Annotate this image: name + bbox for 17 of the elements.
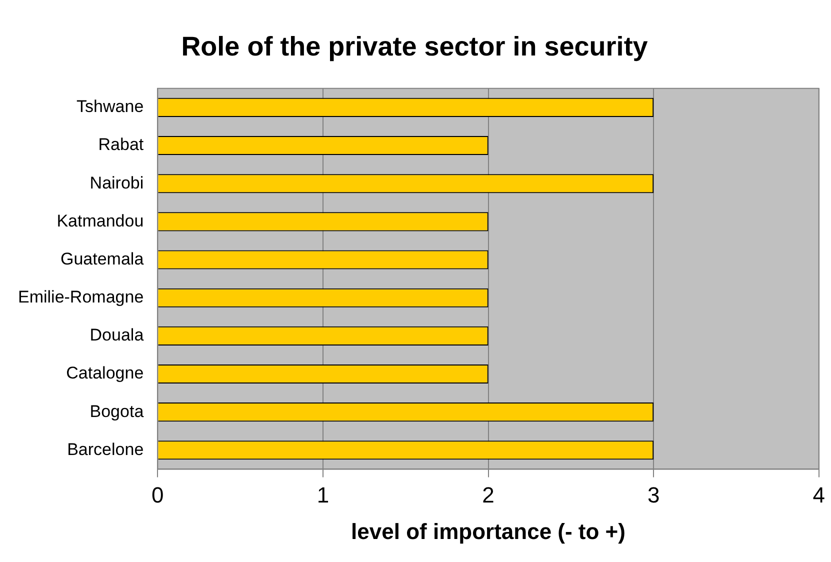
y-tick-label: Katmandou [56, 211, 144, 230]
x-tick-label: 1 [316, 482, 330, 508]
y-tick-label: Barcelone [67, 440, 144, 459]
y-tick-label: Nairobi [90, 173, 144, 192]
y-tick-label: Catalogne [66, 364, 144, 383]
x-tick-label: 4 [812, 482, 826, 508]
y-tick-label: Tshwane [76, 97, 144, 116]
y-tick-label: Guatemala [60, 249, 144, 268]
x-tick-label: 0 [152, 482, 164, 508]
y-tick-label: Rabat [98, 135, 144, 154]
x-tick-label: 3 [647, 482, 660, 508]
y-tick-label: Douala [90, 326, 144, 345]
x-axis-title: level of importance (- to +) [351, 518, 626, 544]
x-tick-label: 2 [482, 482, 494, 508]
y-tick-label: Emilie-Romagne [18, 288, 144, 307]
y-tick-label: Bogota [90, 402, 144, 421]
chart-title: Role of the private sector in security [181, 32, 648, 62]
